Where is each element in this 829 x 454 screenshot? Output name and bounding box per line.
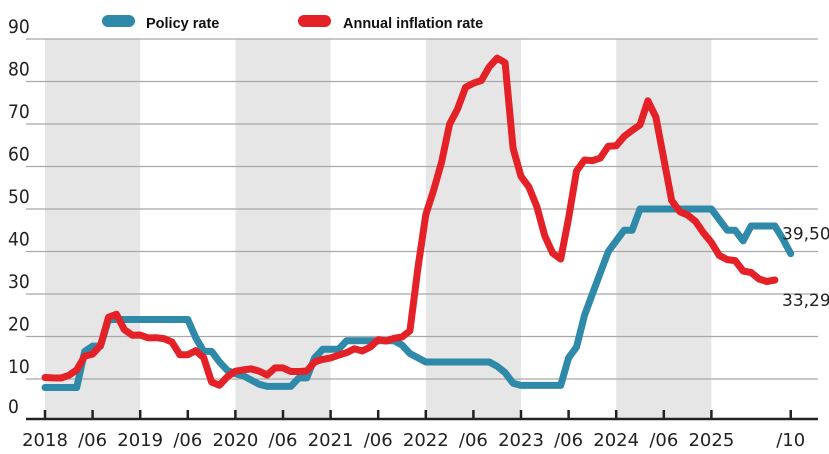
- x-tick-label: /06: [554, 430, 583, 451]
- x-axis: 2018/06 2019/06 2020/06 2021/06 2022/06 2023 /…: [22, 410, 818, 451]
- y-tick-label: 0: [8, 396, 19, 418]
- x-tick-label: /10: [776, 430, 805, 451]
- x-tick-label: /06: [173, 430, 202, 451]
- series-line-policy-rate: [41, 205, 795, 391]
- x-tick-label: 2023: [498, 430, 544, 451]
- shaded-band-2018: [45, 39, 141, 419]
- legend-swatch-annual-inflation-rate: [298, 15, 331, 27]
- y-tick-label: 30: [8, 271, 30, 293]
- x-tick-label: /06: [364, 430, 393, 451]
- x-tick-label: 2020: [212, 430, 258, 451]
- y-tick-label: 90: [8, 16, 30, 38]
- y-tick-label: 80: [8, 59, 30, 81]
- legend: Policy rate Annual inflation rate: [102, 15, 483, 32]
- legend-swatch-policy-rate: [102, 15, 135, 27]
- end-label-policy-rate: 39,50: [782, 225, 829, 245]
- y-tick-label: 40: [8, 229, 30, 251]
- x-tick-label: 2024: [593, 430, 639, 451]
- year-shading-bands: [45, 39, 712, 419]
- x-tick-label: 2018: [22, 430, 68, 451]
- y-tick-label: 70: [8, 101, 30, 123]
- x-tick-label: /06: [269, 430, 298, 451]
- legend-item-annual-inflation-rate: Annual inflation rate: [298, 15, 483, 32]
- x-tick-label: 2022: [403, 430, 449, 451]
- y-tick-label: 50: [8, 186, 30, 208]
- y-tick-label: 20: [8, 314, 30, 336]
- x-tick-label: /06: [78, 430, 107, 451]
- x-tick-label: 2025: [688, 430, 734, 451]
- x-tick-label: /06: [649, 430, 678, 451]
- x-tick-label: /06: [459, 430, 488, 451]
- y-tick-label: 60: [8, 144, 30, 166]
- end-label-annual-inflation-rate: 33,29: [782, 291, 829, 311]
- series-line-annual-inflation-rate: [41, 54, 779, 389]
- x-tick-label: 2021: [308, 430, 354, 451]
- x-tick-label: 2019: [117, 430, 163, 451]
- legend-label-policy-rate: Policy rate: [146, 16, 219, 32]
- series-lines: [41, 54, 795, 391]
- y-axis-ticks: 0 10 20 30 40 50 60 70 80 90: [8, 16, 30, 418]
- end-labels: 39,50 33,29: [782, 225, 829, 311]
- legend-item-policy-rate: Policy rate: [102, 15, 219, 32]
- shaded-band-2022: [425, 39, 521, 419]
- legend-label-annual-inflation-rate: Annual inflation rate: [343, 16, 483, 32]
- y-tick-label: 10: [8, 356, 30, 378]
